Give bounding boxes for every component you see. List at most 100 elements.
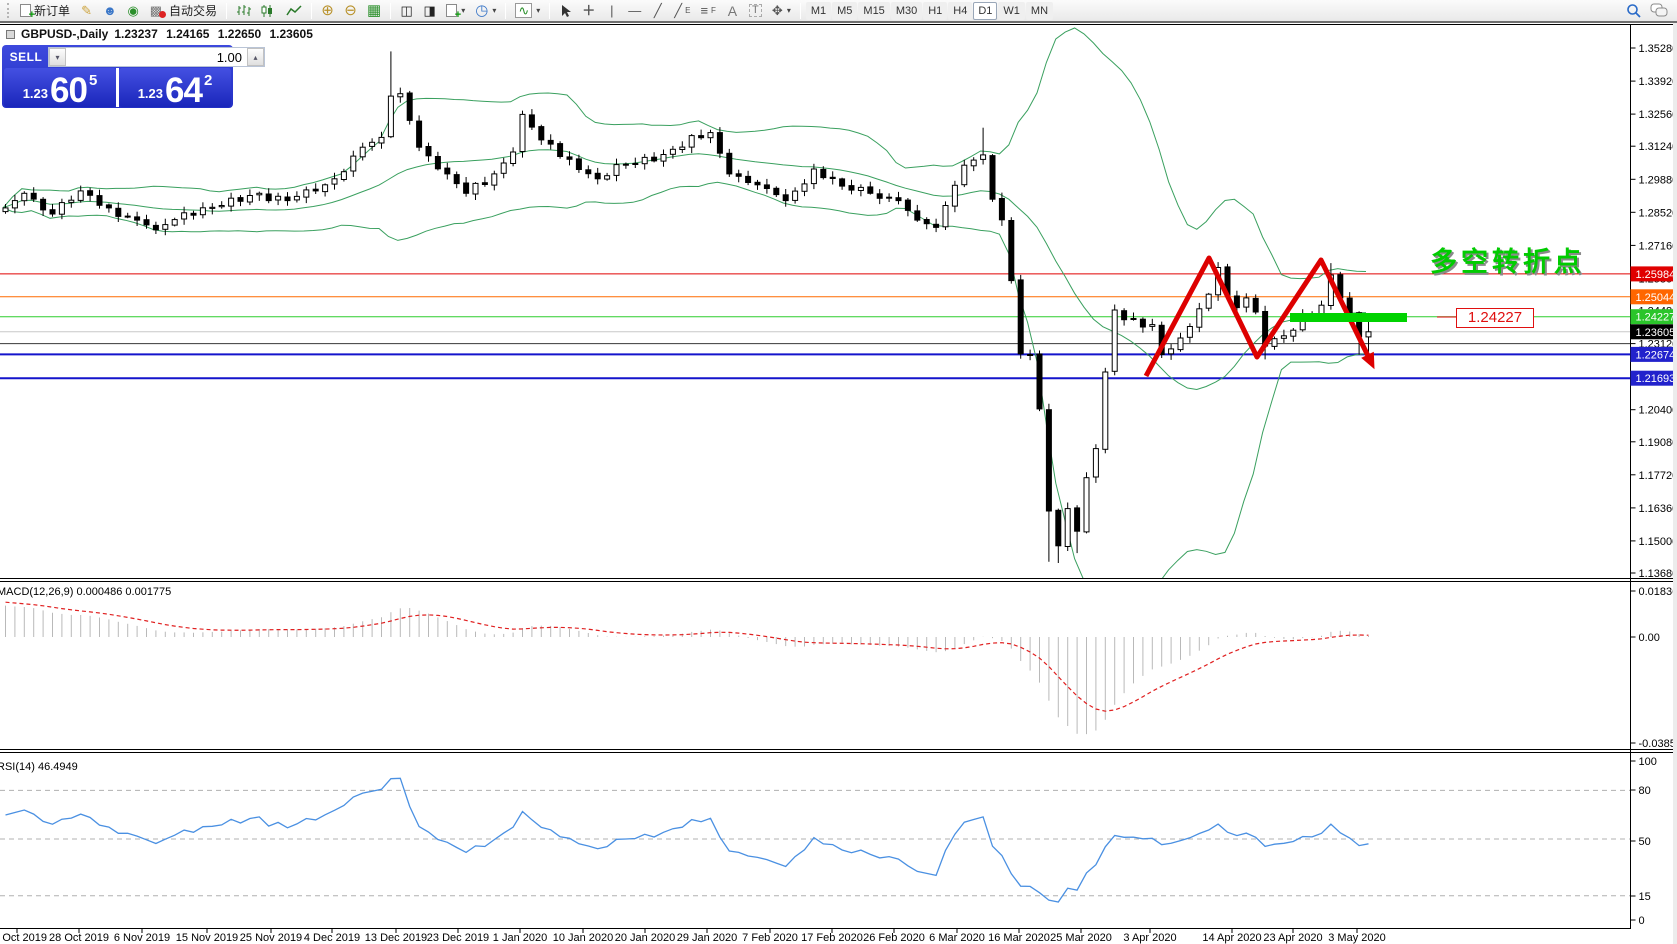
fibonacci-button[interactable]: ≡ F xyxy=(696,1,719,20)
candle-body xyxy=(933,223,940,228)
sell-button[interactable]: SELL xyxy=(4,48,48,66)
tile-windows-button[interactable]: ▦ xyxy=(363,1,385,20)
candle-body xyxy=(1168,348,1175,355)
volume-input[interactable] xyxy=(66,48,247,66)
period-button[interactable]: ◷ ▾ xyxy=(471,1,500,20)
candle-body xyxy=(1083,477,1090,533)
signal-button[interactable]: ◉ xyxy=(123,1,144,20)
chevron-down-icon: ▾ xyxy=(536,6,541,15)
date-label: 14 Apr 2020 xyxy=(1202,932,1261,944)
candle-body xyxy=(1243,297,1250,308)
chart-window: 1.35280 1.33920 1.32560 1.31240 1.29880 1.285… xyxy=(0,23,1677,944)
candle-body xyxy=(1186,326,1193,338)
price-divider xyxy=(116,68,119,107)
candle-body xyxy=(1064,508,1071,548)
candle-body xyxy=(68,199,75,203)
timeframe-group: M1 M5 M15 M30 H1 H4 D1 W1 MN xyxy=(805,1,1054,20)
profile-button[interactable]: ☻ xyxy=(99,1,121,20)
sell-price[interactable]: 1.23 60 5 xyxy=(4,68,116,108)
price-chart-canvas[interactable]: 1.35280 1.33920 1.32560 1.31240 1.29880 1.285… xyxy=(0,23,1677,944)
equidistant-channel-icon: ╱ xyxy=(674,3,683,18)
axis-tick-label: 1.27160 xyxy=(1639,240,1677,252)
candle-body xyxy=(500,162,507,174)
horizontal-line-button[interactable]: — xyxy=(624,1,645,20)
timeframe-mn[interactable]: MN xyxy=(1025,1,1054,20)
price-callout-label[interactable]: 1.24227 xyxy=(1456,308,1534,328)
chevron-down-icon: ▾ xyxy=(492,6,497,15)
volume-increase-button[interactable]: ▴ xyxy=(247,48,264,66)
window-edge xyxy=(1673,23,1677,944)
timeframe-m1[interactable]: M1 xyxy=(805,1,832,20)
trendline-button[interactable]: ╱ xyxy=(647,1,668,20)
candle-body xyxy=(857,186,864,191)
turning-point-annotation[interactable]: 多空转折点 xyxy=(1430,247,1585,277)
candlestick-chart-button[interactable] xyxy=(257,1,280,20)
candle-body xyxy=(698,135,705,139)
candle-body xyxy=(970,159,977,167)
date-label: 4 Dec 2019 xyxy=(304,932,360,944)
candle-body xyxy=(425,146,432,157)
volume-decrease-button[interactable]: ▾ xyxy=(49,48,66,66)
chart-shift-button[interactable]: ◫ xyxy=(396,1,417,20)
timeframe-m30[interactable]: M30 xyxy=(890,1,923,20)
candle-body xyxy=(848,185,855,191)
date-label: 17 Feb 2020 xyxy=(801,932,863,944)
timeframe-w1[interactable]: W1 xyxy=(998,1,1025,20)
timeframe-m15[interactable]: M15 xyxy=(858,1,890,20)
new-order-button[interactable]: + 新订单 xyxy=(16,1,74,21)
candle-body xyxy=(839,178,846,187)
cursor-button[interactable] xyxy=(555,1,576,20)
axis-tick-label: 1.15000 xyxy=(1639,536,1677,548)
date-label: 29 Jan 2020 xyxy=(677,932,738,944)
text-label-button[interactable]: T xyxy=(745,1,766,20)
candle-body xyxy=(359,146,366,158)
line-chart-button[interactable] xyxy=(282,1,306,20)
marker-button[interactable]: ✎ xyxy=(76,1,97,20)
candle-body xyxy=(1017,279,1024,355)
candle-body xyxy=(378,136,385,144)
candle-body xyxy=(322,184,329,193)
buy-price-pips: 64 xyxy=(165,71,203,111)
toolbar-separator xyxy=(549,2,551,19)
timeframe-m5[interactable]: M5 xyxy=(832,1,858,20)
candle-body xyxy=(989,155,996,200)
horizontal-line-icon: — xyxy=(628,3,642,18)
candle-body xyxy=(688,135,695,148)
vertical-line-button[interactable]: | xyxy=(601,1,622,20)
green-bar-annotation[interactable] xyxy=(1290,313,1407,322)
timeframe-h1[interactable]: H1 xyxy=(923,1,948,20)
axis-tick-label: 1.16360 xyxy=(1639,503,1677,515)
buy-button[interactable]: BUY xyxy=(265,48,313,66)
zigzag-annotation[interactable] xyxy=(1143,255,1374,378)
candle-body xyxy=(726,152,733,175)
candle-body xyxy=(792,190,799,201)
autotrade-button[interactable]: ▩ 自动交易 xyxy=(146,1,221,20)
text-button[interactable]: A xyxy=(722,1,743,20)
axis-tick-label: 80 xyxy=(1639,785,1651,797)
price-line-label xyxy=(1630,289,1677,305)
axis-tick-label: 1.32560 xyxy=(1639,109,1677,121)
candle-body xyxy=(303,189,310,198)
candle-body xyxy=(181,212,188,220)
axis-tick-label: 1.20400 xyxy=(1639,405,1677,417)
crosshair-button[interactable]: ＋ xyxy=(578,1,599,20)
timeframe-h4[interactable]: H4 xyxy=(948,1,973,20)
shapes-button[interactable]: ✥ ▾ xyxy=(768,1,795,20)
candle-body xyxy=(632,163,639,165)
candle-body xyxy=(40,198,47,211)
candle-body xyxy=(528,114,535,128)
zoom-out-button[interactable]: ⊖ xyxy=(340,1,361,20)
candle-body xyxy=(312,188,319,192)
zoom-in-button[interactable]: ⊕ xyxy=(317,1,338,20)
timeframe-d1[interactable]: D1 xyxy=(973,1,998,20)
equidistant-channel-button[interactable]: ╱ E xyxy=(670,1,694,20)
autotrade-label: 自动交易 xyxy=(169,4,218,18)
search-icon[interactable] xyxy=(1626,3,1642,19)
templates-button[interactable]: + ▾ xyxy=(442,1,469,21)
bar-chart-button[interactable] xyxy=(232,1,255,20)
chat-icon[interactable] xyxy=(1650,3,1669,18)
buy-price[interactable]: 1.23 64 2 xyxy=(119,68,231,111)
candle-body xyxy=(246,195,253,203)
indicators-button[interactable]: ∿ ▾ xyxy=(511,1,544,20)
auto-scroll-button[interactable]: ◨ xyxy=(419,1,440,20)
